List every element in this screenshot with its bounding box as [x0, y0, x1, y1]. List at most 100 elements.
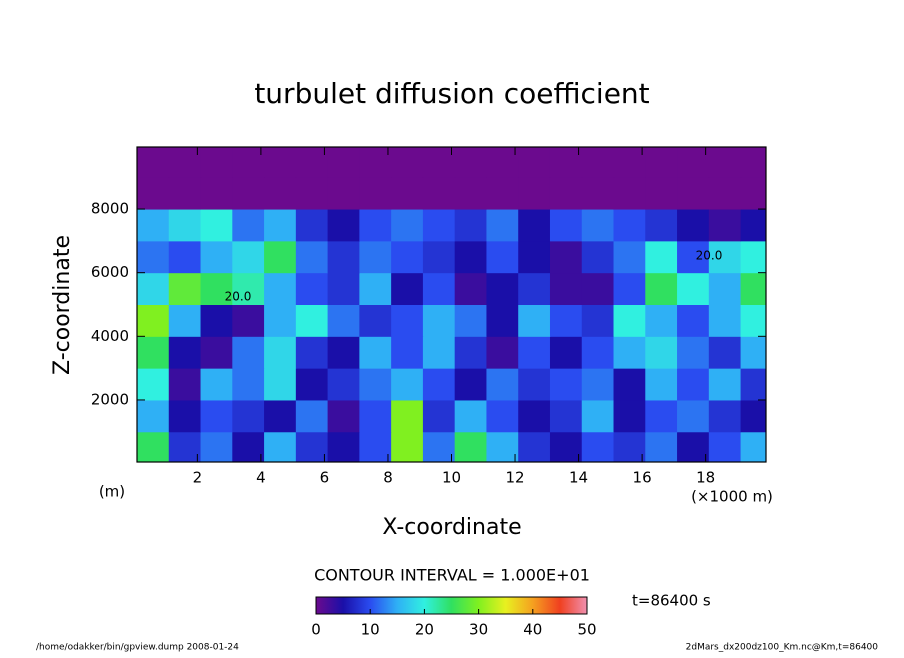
- heatmap-cell: [581, 368, 615, 401]
- heatmap-cell: [232, 240, 265, 274]
- heatmap-cell: [327, 177, 360, 210]
- x-tick-label: 12: [505, 469, 524, 487]
- heatmap-cell: [422, 431, 456, 462]
- heatmap-cell: [740, 177, 766, 210]
- heatmap-cell: [518, 431, 551, 462]
- heatmap-cell: [200, 177, 233, 210]
- heatmap-cell: [137, 240, 170, 274]
- heatmap-cell: [613, 209, 646, 242]
- colorbar-tick-label: 10: [361, 621, 380, 639]
- heatmap-cell: [264, 336, 297, 369]
- heatmap-cell: [645, 304, 678, 337]
- colorbar-tick-label: 0: [311, 621, 321, 639]
- heatmap-cell: [645, 336, 678, 369]
- heatmap-cell: [549, 336, 583, 369]
- x-tick-label: 18: [696, 469, 715, 487]
- heatmap-cell: [264, 431, 297, 462]
- heatmap-cell: [359, 431, 392, 462]
- contour-label: 20.0: [225, 290, 252, 304]
- heatmap-cell: [645, 368, 678, 401]
- heatmap-cell: [645, 399, 678, 433]
- heatmap-cell: [486, 304, 519, 337]
- colorbar-tick-label: 30: [469, 621, 488, 639]
- heatmap-cell: [200, 431, 233, 462]
- heatmap-cell: [295, 336, 329, 369]
- colorbar-tick-label: 20: [415, 621, 434, 639]
- heatmap-cell: [391, 399, 424, 433]
- heatmap-cell: [359, 240, 392, 274]
- heatmap-cell: [359, 399, 392, 433]
- heatmap-cell: [327, 336, 360, 369]
- y-tick-label: 6000: [91, 263, 129, 281]
- heatmap-cell: [295, 304, 329, 337]
- heatmap-cell: [295, 209, 329, 242]
- heatmap-cell: [232, 399, 265, 433]
- colorbar: [315, 596, 588, 615]
- heatmap-cell: [518, 368, 551, 401]
- heatmap-cell: [295, 147, 329, 178]
- heatmap-cell: [200, 399, 233, 433]
- heatmap-cell: [137, 272, 170, 305]
- heatmap-cell: [549, 368, 583, 401]
- heatmap-cell: [549, 304, 583, 337]
- heatmap-cell: [486, 431, 519, 462]
- heatmap-cell: [549, 431, 583, 462]
- heatmap-cell: [454, 368, 487, 401]
- heatmap-cell: [486, 177, 519, 210]
- heatmap-cell: [391, 431, 424, 462]
- heatmap-cell: [295, 240, 329, 274]
- heatmap-cell: [359, 147, 392, 178]
- contour-label: 20.0: [696, 249, 723, 263]
- colorbar-tick-label: 40: [523, 621, 542, 639]
- heatmap-cell: [200, 336, 233, 369]
- heatmap-cell: [518, 304, 551, 337]
- heatmap-cell: [645, 209, 678, 242]
- heatmap-cell: [137, 399, 170, 433]
- heatmap-cell: [645, 272, 678, 305]
- heatmap-cell: [549, 177, 583, 210]
- heatmap-cell: [645, 147, 678, 178]
- heatmap-cell: [740, 209, 766, 242]
- heatmap-cell: [518, 272, 551, 305]
- heatmap-cell: [581, 272, 615, 305]
- heatmap-cell: [137, 209, 170, 242]
- heatmap-cell: [454, 399, 487, 433]
- heatmap-cell: [391, 240, 424, 274]
- heatmap-cell: [200, 368, 233, 401]
- heatmap-cell: [232, 368, 265, 401]
- heatmap-cell: [422, 147, 456, 178]
- heatmap-cell: [613, 431, 646, 462]
- heatmap-cell: [232, 431, 265, 462]
- heatmap-cell: [708, 368, 742, 401]
- heatmap-cell: [327, 399, 360, 433]
- heatmap-cell: [549, 399, 583, 433]
- heatmap-cell: [708, 272, 742, 305]
- heatmap-cell: [137, 177, 170, 210]
- x-tick-label: 14: [569, 469, 588, 487]
- heatmap-cell: [581, 240, 615, 274]
- heatmap-cell: [740, 272, 766, 305]
- heatmap-cell: [613, 399, 646, 433]
- heatmap-cell: [708, 240, 742, 274]
- heatmap-cell: [549, 240, 583, 274]
- heatmap-cell: [708, 336, 742, 369]
- heatmap-cell: [645, 240, 678, 274]
- y-tick-label: 2000: [91, 390, 129, 408]
- y-tick-label: 4000: [91, 327, 129, 345]
- heatmap-cell: [200, 147, 233, 178]
- heatmap-cell: [486, 147, 519, 178]
- heatmap-cell: [708, 147, 742, 178]
- heatmap-cell: [677, 240, 710, 274]
- heatmap-cell: [422, 272, 456, 305]
- heatmap-cell: [391, 272, 424, 305]
- heatmap-cell: [454, 272, 487, 305]
- heatmap-cell: [264, 177, 297, 210]
- heatmap-cell: [391, 336, 424, 369]
- heatmap-cell: [518, 240, 551, 274]
- heatmap-cell: [486, 336, 519, 369]
- heatmap-cell: [295, 368, 329, 401]
- heatmap-cell: [422, 240, 456, 274]
- heatmap-cell: [613, 304, 646, 337]
- heatmap-cell: [645, 177, 678, 210]
